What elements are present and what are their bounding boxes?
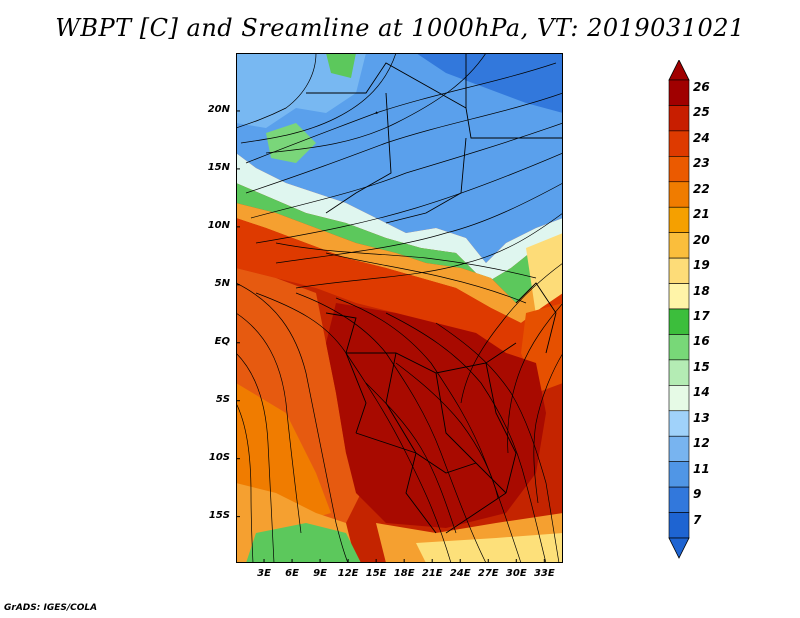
lat-label: 10S bbox=[208, 451, 230, 463]
colorbar-level-label: 13 bbox=[693, 410, 710, 425]
colorbar-max-arrow bbox=[668, 60, 690, 81]
colorbar-segment bbox=[668, 79, 690, 106]
colorbar-segment bbox=[668, 385, 690, 412]
lon-label: 3E bbox=[257, 568, 271, 579]
lon-tick-marks bbox=[263, 559, 545, 563]
colorbar-segment bbox=[668, 410, 690, 437]
map-frame bbox=[236, 53, 563, 563]
lon-label: 21E bbox=[421, 568, 443, 579]
lat-tick-marks bbox=[236, 110, 240, 518]
colorbar-segment bbox=[668, 359, 690, 386]
colorbar-level-label: 9 bbox=[693, 487, 702, 502]
colorbar-level-label: 16 bbox=[693, 334, 710, 349]
lon-label: 6E bbox=[285, 568, 299, 579]
lat-label: 5N bbox=[214, 277, 230, 289]
colorbar-segment bbox=[668, 156, 690, 183]
colorbar-segment bbox=[668, 308, 690, 335]
colorbar-min-arrow bbox=[668, 537, 690, 559]
colorbar-level-label: 14 bbox=[693, 385, 710, 400]
lon-label: 12E bbox=[337, 568, 359, 579]
lat-label: 10N bbox=[207, 219, 230, 231]
colorbar-level-label: 15 bbox=[693, 359, 710, 374]
lat-label: 20N bbox=[207, 103, 230, 115]
lon-label: 24E bbox=[449, 568, 471, 579]
colorbar-level-label: 11 bbox=[693, 461, 710, 476]
grads-credit: GrADS: IGES/COLA bbox=[4, 603, 98, 613]
lat-label: 15S bbox=[208, 509, 230, 521]
wbpt-map bbox=[236, 53, 563, 563]
lat-label: 15N bbox=[207, 161, 230, 173]
colorbar-segment bbox=[668, 257, 690, 284]
lat-label: EQ bbox=[214, 335, 230, 347]
country-borders bbox=[306, 53, 563, 534]
colorbar-level-label: 18 bbox=[693, 283, 710, 298]
colorbar-segment bbox=[668, 435, 690, 462]
colorbar-segment bbox=[668, 130, 690, 157]
lon-label: 9E bbox=[313, 568, 327, 579]
colorbar-level-label: 25 bbox=[693, 105, 710, 120]
colorbar-level-label: 17 bbox=[693, 309, 710, 323]
colorbar bbox=[668, 60, 690, 559]
colorbar-segment bbox=[668, 512, 690, 539]
lon-label: 30E bbox=[505, 568, 527, 579]
colorbar-level-label: 22 bbox=[693, 181, 710, 196]
streamlines bbox=[236, 53, 563, 563]
lon-label: 18E bbox=[393, 568, 415, 579]
lon-label: 15E bbox=[365, 568, 387, 579]
colorbar-level-label: 7 bbox=[693, 512, 702, 527]
colorbar-level-label: 19 bbox=[693, 258, 710, 273]
colorbar-level-label: 26 bbox=[693, 80, 710, 94]
colorbar-segment bbox=[668, 486, 690, 513]
temperature-field bbox=[236, 53, 563, 563]
colorbar-segment bbox=[668, 461, 690, 488]
colorbar-segment bbox=[668, 283, 690, 310]
lon-label: 33E bbox=[533, 568, 555, 579]
colorbar-level-label: 20 bbox=[693, 232, 710, 247]
colorbar-segment bbox=[668, 206, 690, 233]
lat-label: 5S bbox=[215, 393, 230, 405]
colorbar-level-label: 23 bbox=[693, 156, 710, 171]
colorbar-level-label: 12 bbox=[693, 436, 710, 451]
colorbar-segment bbox=[668, 232, 690, 259]
colorbar-level-label: 21 bbox=[693, 207, 710, 222]
map-title: WBPT [C] and Sreamline at 1000hPa, VT: 2… bbox=[55, 14, 745, 42]
colorbar-segment bbox=[668, 334, 690, 361]
lon-label: 27E bbox=[477, 568, 499, 579]
colorbar-level-label: 24 bbox=[693, 130, 710, 145]
colorbar-segment bbox=[668, 105, 690, 132]
colorbar-segment bbox=[668, 181, 690, 208]
